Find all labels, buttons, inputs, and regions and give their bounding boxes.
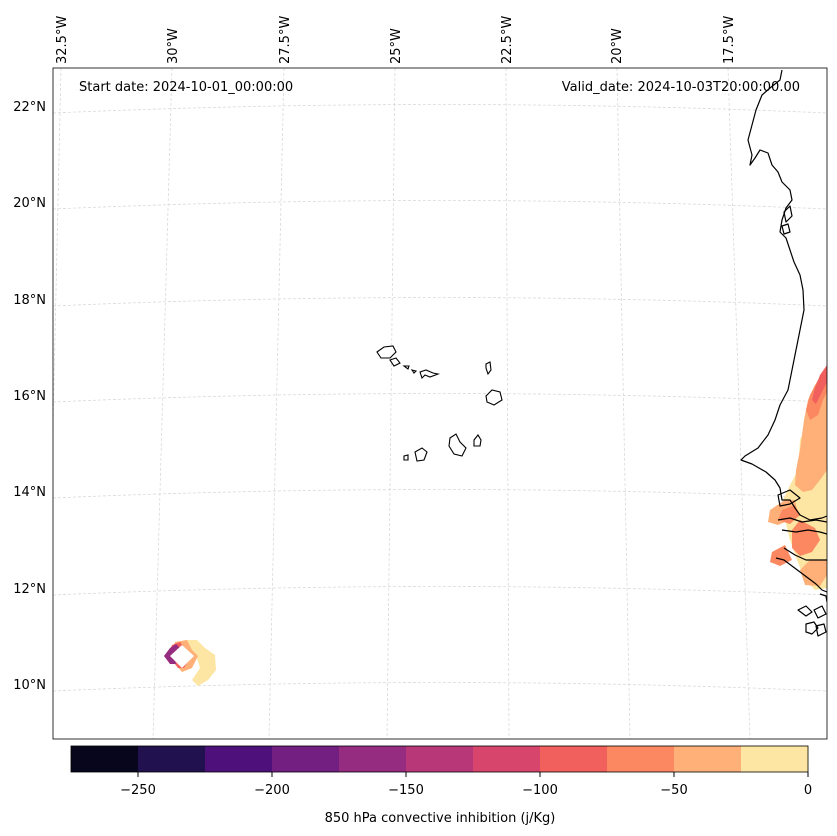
island-sal: [485, 361, 492, 376]
colorbar-swatch: [540, 746, 608, 772]
colorbar-tick-label: 0: [804, 783, 812, 798]
parallel-gridlines: [53, 104, 827, 692]
map-frame: [52, 67, 828, 740]
colorbar-tick-label: −200: [254, 783, 290, 798]
lon-label-32-5w: 32.5°W: [55, 16, 70, 64]
colorbar-ticks: [137, 772, 809, 777]
island-boa-vista: [485, 389, 503, 406]
lat-label-10n: 10°N: [13, 678, 46, 693]
island-sao-nicolau: [410, 369, 418, 374]
lon-label-17-5w: 17.5°W: [722, 16, 737, 64]
lat-label-14n: 14°N: [13, 485, 46, 500]
island-santiago: [448, 433, 467, 457]
map-area: [52, 67, 828, 740]
lon-label-20w: 20°W: [610, 28, 625, 64]
island-santa-luzia: [402, 365, 410, 370]
african-coastline: [740, 69, 827, 637]
island-sao-nicolau-main: [419, 369, 440, 380]
island-sao-vicente: [389, 357, 401, 367]
lat-label-22n: 22°N: [13, 100, 46, 115]
colorbar-swatch: [741, 746, 809, 772]
start-date-label: Start date: 2024-10-01_00:00:00: [79, 80, 293, 95]
colorbar-tick-label: −250: [120, 783, 156, 798]
longitude-labels: 32.5°W 30°W 27.5°W 25°W 22.5°W 20°W 17.5…: [55, 16, 737, 64]
lat-label-20n: 20°N: [13, 196, 46, 211]
colorbar-swatch: [339, 746, 407, 772]
colorbar-tick-label: −100: [522, 783, 558, 798]
lon-label-27-5w: 27.5°W: [278, 16, 293, 64]
colorbar-swatch: [473, 746, 541, 772]
colorbar-swatch: [674, 746, 742, 772]
cape-verde-islands: [376, 345, 503, 462]
colorbar-swatch: [71, 746, 139, 772]
valid-date-label: Valid_date: 2024-10-03T20:00:00.00: [562, 80, 800, 95]
colorbar-swatch: [272, 746, 340, 772]
lon-label-22-5w: 22.5°W: [500, 16, 515, 64]
colorbar-title: 850 hPa convective inhibition (j/Kg): [325, 811, 556, 826]
colorbar-swatch: [138, 746, 206, 772]
colorbar-swatches: [71, 746, 809, 772]
colorbar-swatch: [205, 746, 273, 772]
colorbar-frame: [70, 745, 809, 773]
island-fogo: [414, 447, 428, 462]
lat-label-18n: 18°N: [13, 293, 46, 308]
latitude-labels: 22°N 20°N 18°N 16°N 14°N 12°N 10°N: [13, 100, 46, 693]
lon-label-30w: 30°W: [166, 28, 181, 64]
colorbar-swatch: [406, 746, 474, 772]
meridian-gridlines: [53, 68, 751, 739]
colorbar: −250 −200 −150 −100 −50 0 850 hPa convec…: [70, 745, 812, 826]
cin-field-ocean: [164, 640, 216, 686]
colorbar-tick-label: −150: [388, 783, 424, 798]
lon-label-25w: 25°W: [389, 28, 404, 64]
lat-label-16n: 16°N: [13, 389, 46, 404]
colorbar-tick-labels: −250 −200 −150 −100 −50 0: [120, 783, 812, 798]
island-maio: [473, 434, 482, 447]
island-santo-antao: [376, 345, 397, 359]
lat-label-12n: 12°N: [13, 582, 46, 597]
colorbar-swatch: [607, 746, 675, 772]
island-brava: [403, 454, 409, 461]
colorbar-tick-label: −50: [660, 783, 687, 798]
